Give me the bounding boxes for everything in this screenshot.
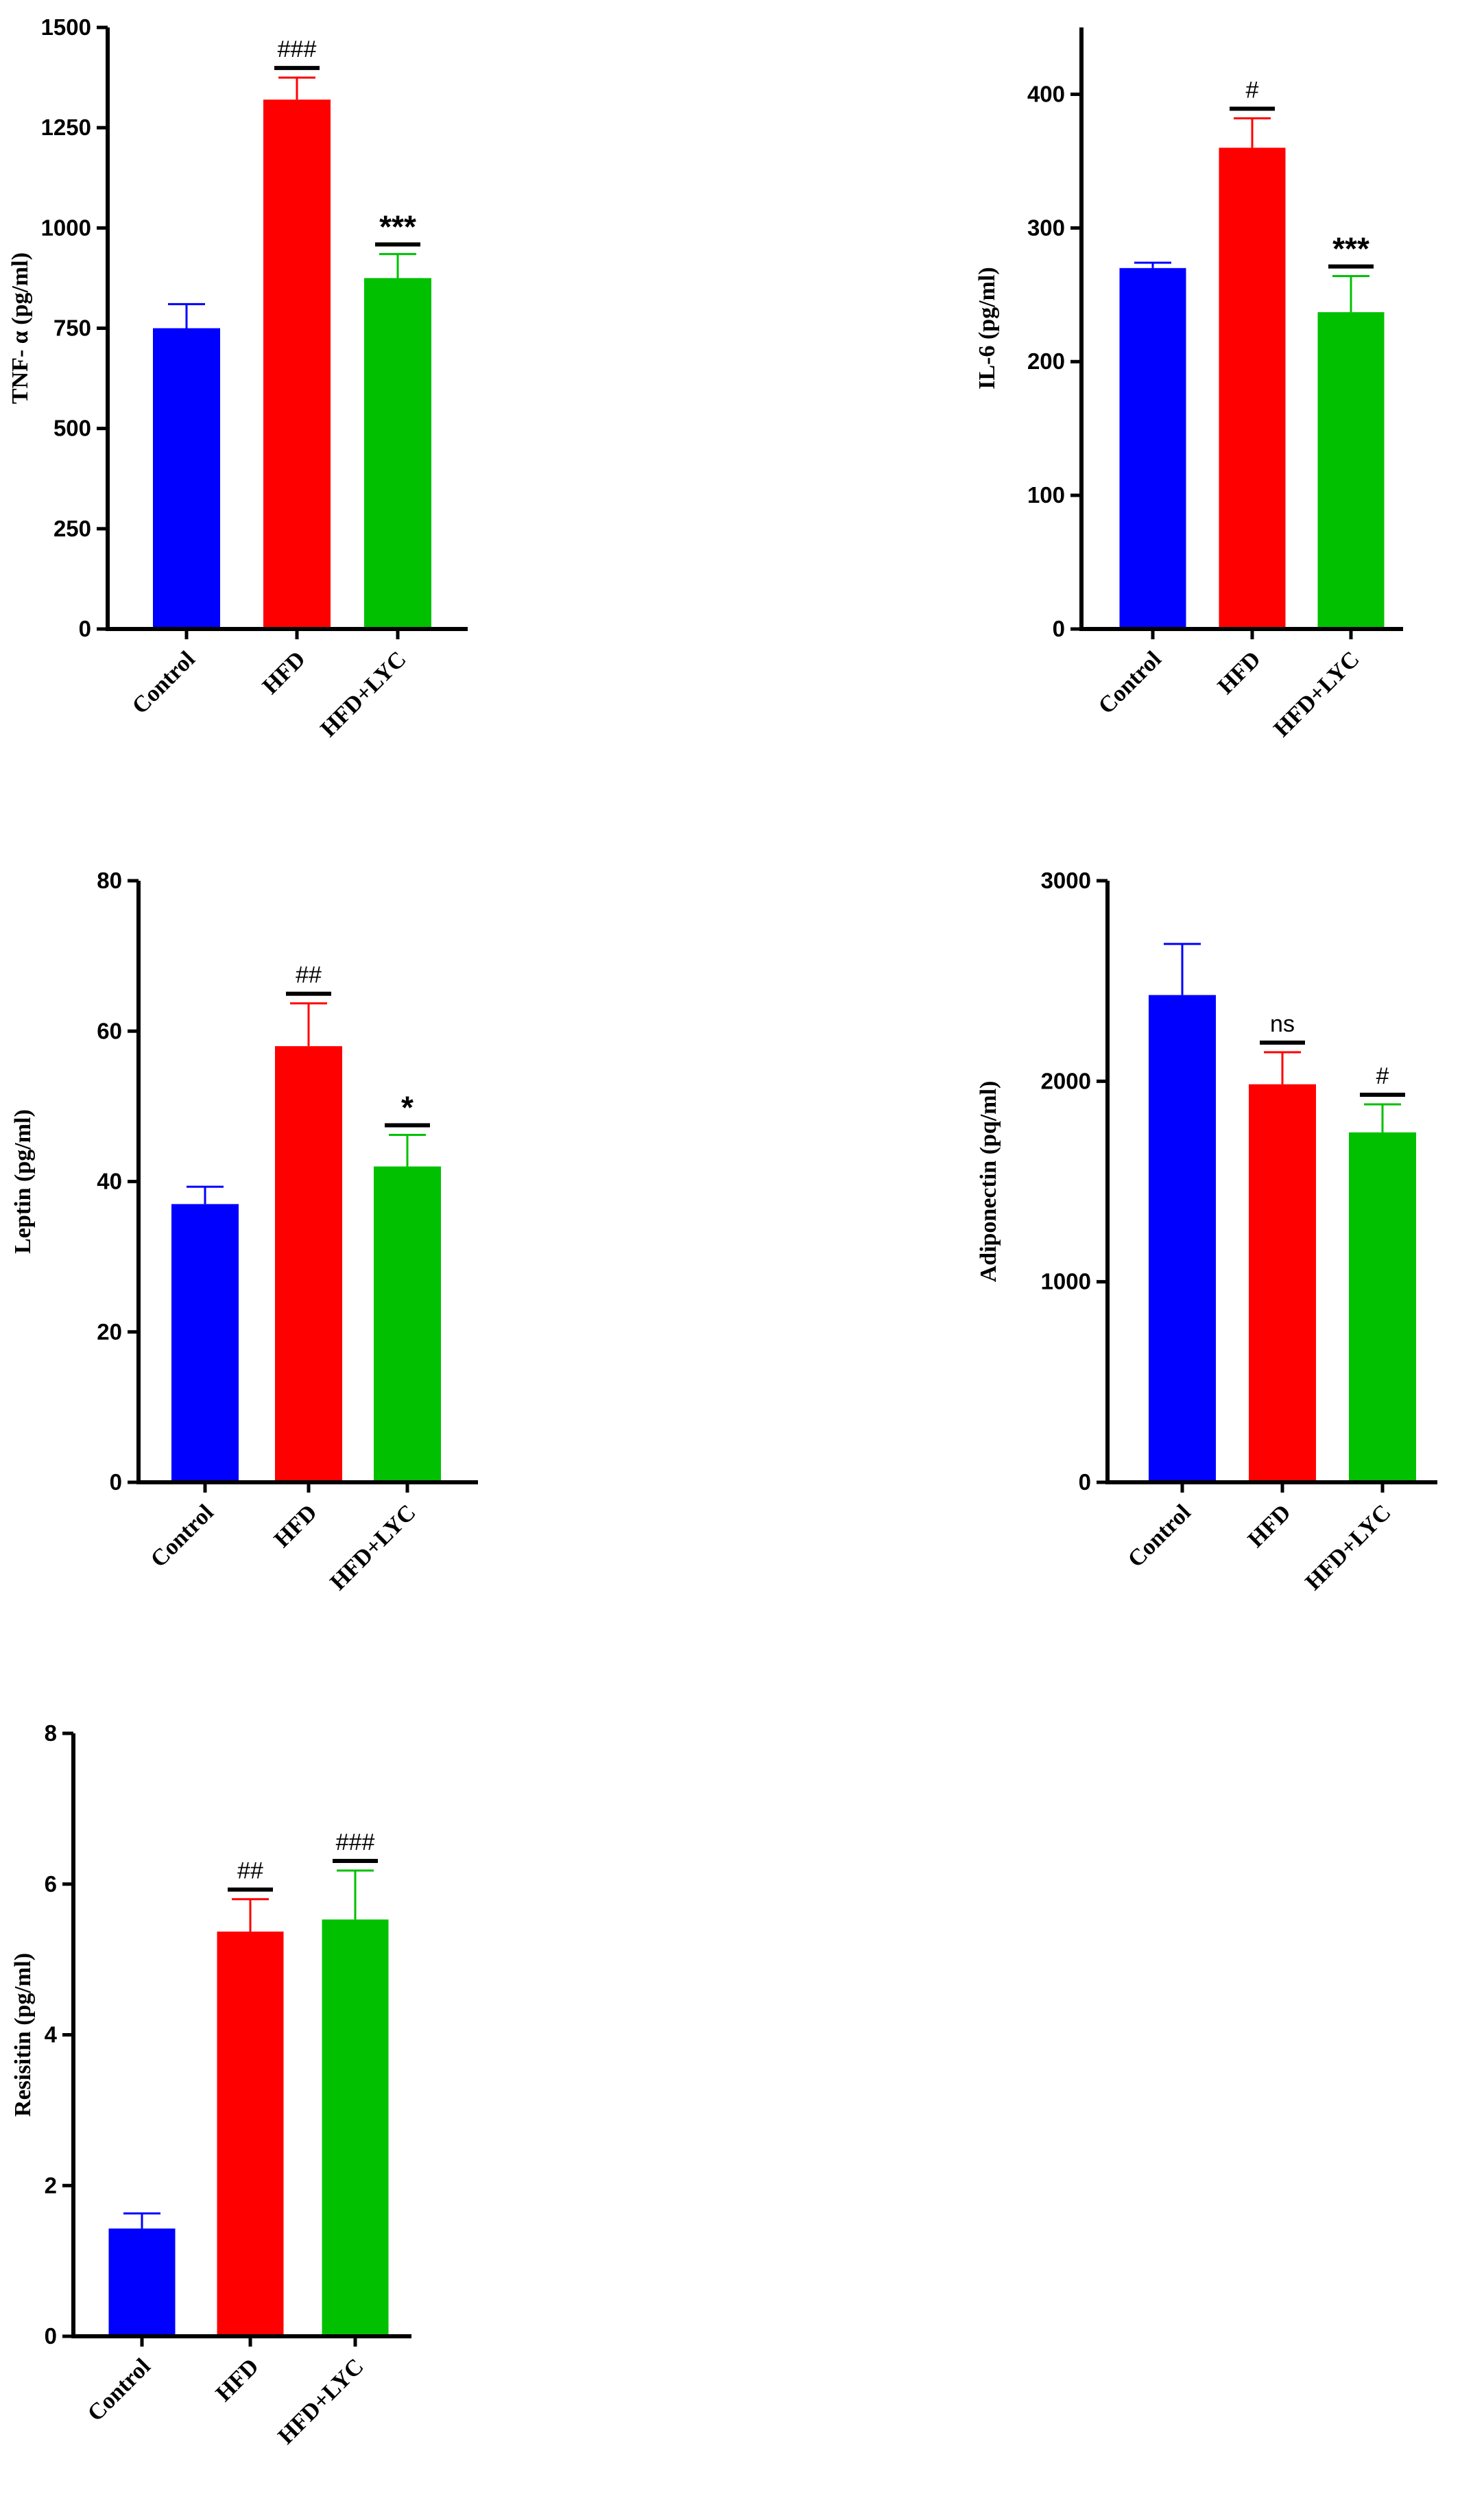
y-tick-label: 40 xyxy=(97,1169,122,1194)
x-tick-label: HFD+LYC xyxy=(1269,646,1364,741)
y-tick-label: 1500 xyxy=(41,14,91,40)
y-tick-label: 0 xyxy=(110,1469,122,1495)
y-tick-label: 1250 xyxy=(41,115,91,140)
y-tick-label: 250 xyxy=(53,516,91,541)
significance-label: * xyxy=(401,1090,414,1126)
bar-control xyxy=(1149,995,1216,1482)
y-tick-label: 0 xyxy=(1079,1469,1091,1495)
y-axis-label: IL-6 (pg/ml) xyxy=(974,267,1000,390)
y-tick-label: 80 xyxy=(97,868,122,893)
chart-panel-2: Control # HFD *** HFD+LYC 0 100 200 300 400 IL-6 (… xyxy=(974,27,1403,742)
bar-hfd xyxy=(217,1931,284,2336)
bar-hfd-lyc xyxy=(364,278,431,629)
y-axis-label: Adiponectin (pq/ml) xyxy=(976,1081,1001,1283)
x-tick-label: HFD+LYC xyxy=(325,1499,420,1595)
x-tick-label: HFD xyxy=(1213,646,1266,699)
x-tick-label: Control xyxy=(1094,646,1166,719)
x-tick-label: HFD+LYC xyxy=(273,2353,368,2449)
bar-hfd-lyc xyxy=(374,1166,441,1482)
bar-control xyxy=(153,328,220,629)
x-tick-label: Control xyxy=(1123,1499,1196,1572)
x-tick-label: HFD xyxy=(211,2353,264,2406)
x-tick-label: HFD xyxy=(270,1499,322,1552)
significance-label: ns xyxy=(1270,1011,1295,1037)
x-tick-label: Control xyxy=(128,646,200,719)
bar-hfd-lyc xyxy=(1349,1132,1416,1482)
y-axis-label: Leptin (pg/ml) xyxy=(10,1109,36,1254)
bar-hfd xyxy=(1249,1084,1316,1482)
chart-panel-4: Control ns HFD # HFD+LYC 0 1000 2000 3000 Adipone… xyxy=(976,868,1437,1595)
y-tick-label: 20 xyxy=(97,1319,122,1344)
bar-hfd xyxy=(263,99,331,630)
x-tick-label: HFD+LYC xyxy=(1300,1499,1396,1595)
significance-label: ## xyxy=(296,962,322,988)
significance-label: # xyxy=(1376,1063,1389,1089)
significance-label: # xyxy=(1246,78,1259,104)
bar-control xyxy=(1119,268,1186,629)
bar-control xyxy=(108,2228,176,2336)
y-axis-label: TNF- α (pg/ml) xyxy=(8,252,33,404)
y-tick-label: 200 xyxy=(1027,348,1065,374)
significance-label: ### xyxy=(336,1829,375,1855)
chart-panel-5: Control ## HFD ### HFD+LYC 0 2 4 6 8 Resisitin (pg… xyxy=(10,1720,411,2449)
x-tick-label: Control xyxy=(146,1499,219,1572)
y-tick-label: 2 xyxy=(45,2172,57,2198)
significance-label: *** xyxy=(379,209,416,244)
y-tick-label: 0 xyxy=(1053,616,1065,641)
y-tick-label: 100 xyxy=(1027,482,1065,508)
bar-hfd-lyc xyxy=(1317,312,1385,629)
y-tick-label: 1000 xyxy=(1041,1269,1091,1294)
y-axis-label: Resisitin (pg/ml) xyxy=(10,1953,36,2117)
bar-hfd-lyc xyxy=(322,1919,389,2336)
y-tick-label: 8 xyxy=(45,1720,57,1746)
x-tick-label: HFD+LYC xyxy=(315,646,411,741)
x-tick-label: Control xyxy=(83,2353,156,2426)
y-tick-label: 6 xyxy=(45,1871,57,1897)
significance-label: ### xyxy=(278,36,317,62)
bar-hfd xyxy=(1219,147,1286,629)
y-tick-label: 3000 xyxy=(1041,868,1091,893)
x-tick-label: HFD xyxy=(1243,1499,1296,1552)
y-tick-label: 1000 xyxy=(41,215,91,240)
chart-panel-3: Control ## HFD * HFD+LYC 0 20 40 60 80 Leptin (pg/… xyxy=(10,868,478,1595)
y-tick-label: 300 xyxy=(1027,215,1065,240)
y-tick-label: 2000 xyxy=(1041,1068,1091,1093)
significance-label: *** xyxy=(1332,230,1369,266)
y-tick-label: 400 xyxy=(1027,81,1065,106)
significance-label: ## xyxy=(237,1858,263,1884)
y-tick-label: 500 xyxy=(53,416,91,441)
bar-control xyxy=(171,1204,239,1482)
bar-hfd xyxy=(275,1046,342,1482)
y-tick-label: 0 xyxy=(79,616,91,641)
y-tick-label: 4 xyxy=(45,2022,58,2048)
chart-panel-1: Control ### HFD *** HFD+LYC 0 250 500 750 1000 125… xyxy=(8,14,468,742)
y-tick-label: 60 xyxy=(97,1018,122,1043)
x-tick-label: HFD xyxy=(258,646,311,699)
y-tick-label: 0 xyxy=(45,2323,57,2349)
y-tick-label: 750 xyxy=(53,316,91,341)
